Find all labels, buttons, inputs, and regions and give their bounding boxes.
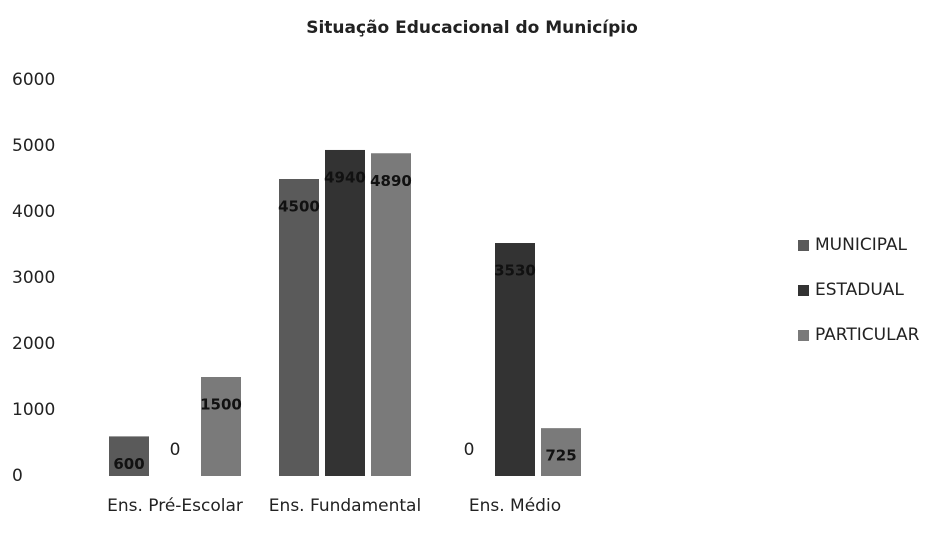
- x-tick-label: Ens. Médio: [469, 496, 561, 516]
- data-label: 4890: [370, 172, 412, 190]
- bar: [495, 243, 535, 476]
- data-label: 725: [545, 447, 576, 465]
- legend-label: ESTADUAL: [815, 280, 904, 300]
- data-label: 3530: [494, 262, 536, 280]
- bar: [109, 436, 149, 476]
- data-label: 0: [464, 440, 475, 460]
- legend-swatch: [798, 330, 809, 341]
- bar: [279, 179, 319, 476]
- y-tick-label: 2000: [12, 334, 55, 354]
- bar: [325, 149, 365, 476]
- bar: [541, 428, 581, 476]
- legend-swatch: [798, 240, 809, 251]
- x-tick-label: Ens. Pré-Escolar: [107, 496, 243, 516]
- bar: [201, 377, 241, 476]
- data-label: 4940: [324, 168, 366, 186]
- legend-swatch: [798, 285, 809, 296]
- legend-label: MUNICIPAL: [815, 235, 908, 255]
- bar: [371, 153, 411, 476]
- data-label: 1500: [200, 396, 242, 414]
- y-tick-label: 6000: [12, 70, 55, 90]
- y-tick-label: 1000: [12, 400, 55, 420]
- y-tick-label: 5000: [12, 136, 55, 156]
- x-tick-label: Ens. Fundamental: [269, 496, 421, 516]
- chart-title: Situação Educacional do Município: [306, 18, 638, 38]
- y-tick-label: 0: [12, 466, 23, 486]
- data-label: 4500: [278, 198, 320, 216]
- data-label: 600: [113, 455, 144, 473]
- data-label: 0: [170, 440, 181, 460]
- y-tick-label: 3000: [12, 268, 55, 288]
- legend-label: PARTICULAR: [815, 325, 920, 345]
- y-tick-label: 4000: [12, 202, 55, 222]
